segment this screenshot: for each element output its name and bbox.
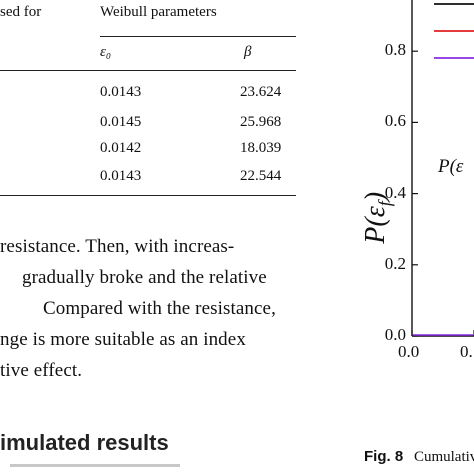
- table-rule-mid: [100, 36, 296, 37]
- chart-y-tick-label: 0.0: [384, 325, 406, 344]
- table-col1-header: sed for: [0, 4, 42, 20]
- table-cell: 0.0142: [100, 140, 142, 156]
- caption-text: Cumulative: [413, 449, 474, 465]
- section-heading-cut: [10, 464, 180, 474]
- chart-x-tick-label: 0.0: [398, 342, 420, 361]
- chart-x-tick-label: 0.: [460, 342, 473, 361]
- table-subheader-beta: β: [244, 44, 252, 60]
- table-group-header: Weibull parameters: [100, 4, 217, 20]
- table-rule-head: [0, 70, 296, 71]
- body-line: gradually broke and the relative: [22, 267, 267, 288]
- body-line: tive effect.: [0, 360, 83, 381]
- table-subheader-eps0: ε₀: [100, 44, 112, 60]
- table-cell: 0.0143: [100, 84, 142, 100]
- caption-label: Fig. 8: [364, 448, 404, 465]
- table-cell: 23.624: [240, 84, 282, 100]
- figure-caption: Fig. 8 Cumulative: [364, 447, 474, 466]
- table-rule-bottom: [0, 195, 296, 196]
- chart-y-tick-label: 0.4: [384, 182, 406, 202]
- table-cell: 18.039: [240, 140, 282, 156]
- chart-y-tick-label: 0.6: [384, 111, 406, 131]
- chart-ylabel: P(εf): [360, 191, 395, 244]
- chart-y-tick-label: 0.2: [384, 253, 406, 273]
- table-cell: 25.968: [240, 114, 282, 130]
- chart-annotation: P(ε: [438, 156, 464, 177]
- table-cell: 0.0143: [100, 168, 142, 184]
- chart-y-tick-label: 0.8: [384, 40, 406, 60]
- body-line: nge is more suitable as an index: [0, 329, 246, 350]
- body-line: resistance. Then, with increas-: [0, 236, 235, 257]
- table-cell: 0.0145: [100, 114, 142, 130]
- table-cell: 22.544: [240, 168, 282, 184]
- body-line: Compared with the resistance,: [43, 298, 276, 319]
- section-heading: imulated results: [0, 430, 169, 455]
- chart: 0.0 0.2 0.4 0.6 0.8 0.0 0. P(εf) P(ε: [360, 0, 474, 474]
